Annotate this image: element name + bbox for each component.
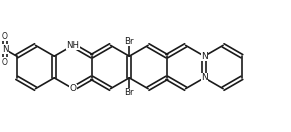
Text: O: O — [2, 32, 8, 41]
Text: NH: NH — [67, 41, 79, 50]
Text: N: N — [201, 52, 208, 61]
Text: Br: Br — [125, 88, 134, 97]
Text: N: N — [201, 73, 208, 82]
Text: O: O — [70, 84, 77, 93]
Text: O: O — [2, 58, 8, 67]
Text: Br: Br — [125, 37, 134, 46]
Text: N: N — [2, 45, 8, 54]
